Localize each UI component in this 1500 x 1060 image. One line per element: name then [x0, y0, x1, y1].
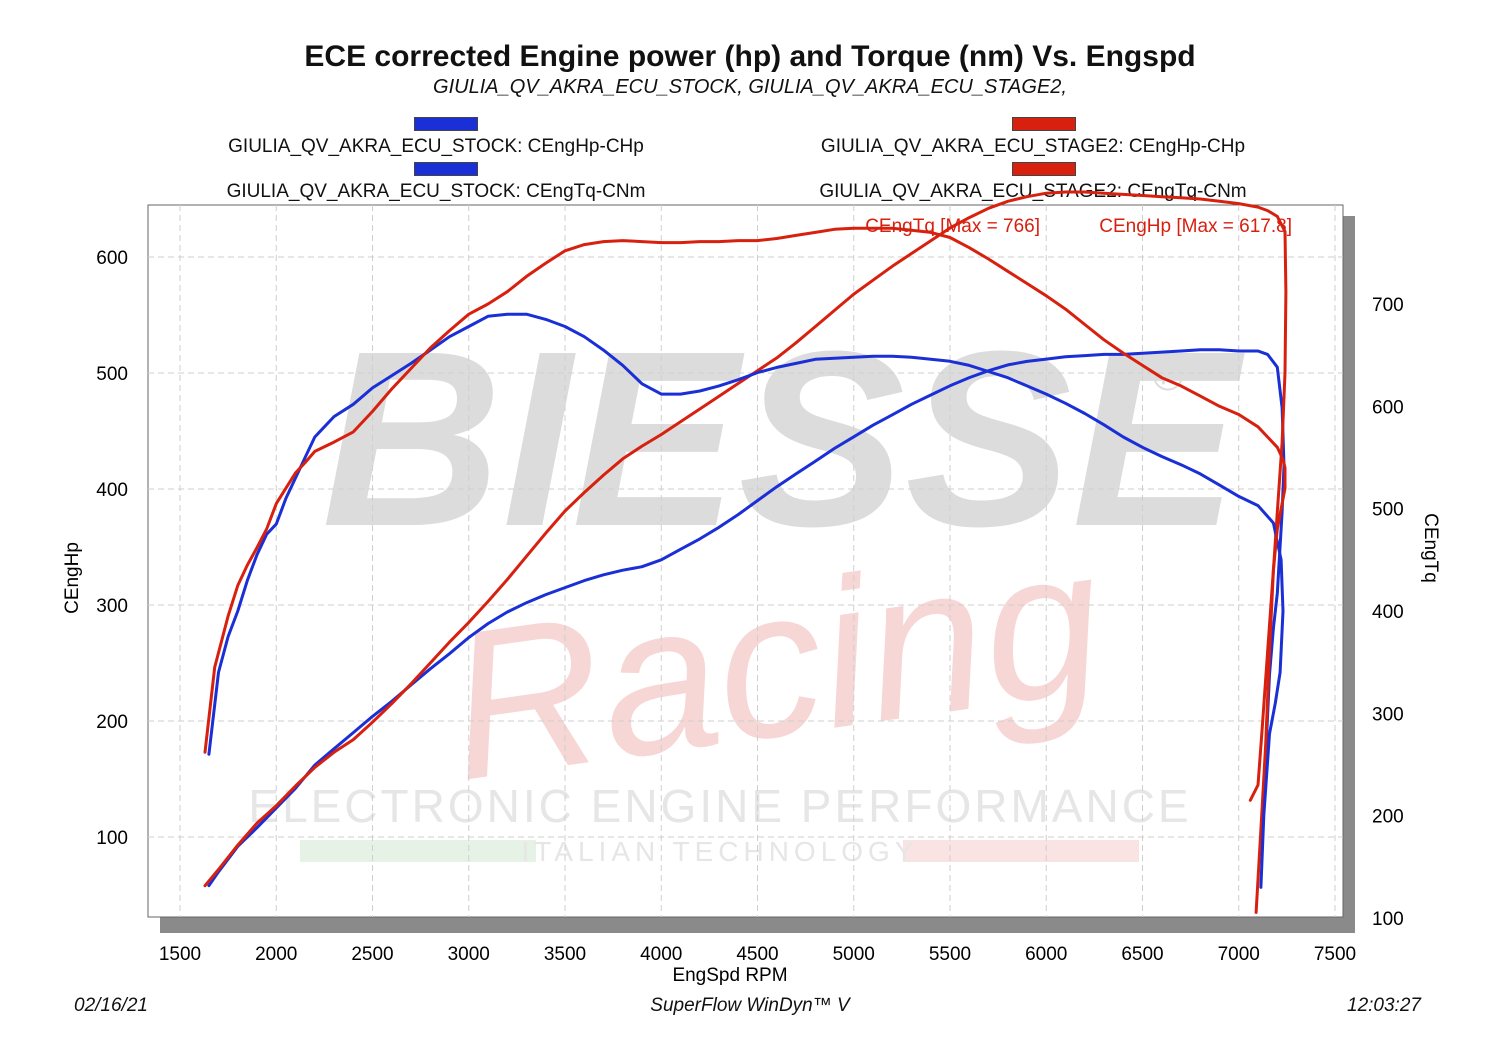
watermark-line2: ITALIAN TECHNOLOGY — [521, 836, 918, 867]
left-tick-label: 400 — [96, 480, 128, 501]
legend-label-stage2-hp: GIULIA_QV_AKRA_ECU_STAGE2: CEngHp-CHp — [820, 136, 1246, 157]
legend-swatch-stock-tq — [414, 162, 478, 176]
footer-software: SuperFlow WinDyn™ V — [650, 995, 850, 1016]
series-lines — [203, 190, 1288, 914]
right-tick-label: 200 — [1372, 807, 1404, 828]
series-line-stage2-hp — [203, 190, 1288, 914]
series-line-stock-tq — [207, 312, 1285, 889]
watermark-brand: BIESSE — [322, 299, 1245, 578]
x-axis-label: EngSpd RPM — [672, 965, 787, 986]
x-tick-label: 1500 — [159, 944, 201, 965]
watermark-red-bar — [903, 840, 1139, 862]
right-tick-label: 600 — [1372, 397, 1404, 418]
x-tick-label: 2000 — [255, 944, 297, 965]
footer-date: 02/16/21 — [74, 995, 148, 1016]
legend-swatch-stage2-tq — [1012, 162, 1076, 176]
right-tick-label: 700 — [1372, 295, 1404, 316]
x-tick-label: 7500 — [1314, 944, 1356, 965]
legend-swatch-stock-hp — [414, 117, 478, 131]
left-axis-label: CEngHp — [62, 542, 83, 614]
left-tick-label: 300 — [96, 596, 128, 617]
left-tick-label: 200 — [96, 712, 128, 733]
left-tick-label: 100 — [96, 828, 128, 849]
plot-area — [147, 204, 1344, 918]
annotation-tq-max: CEngTq [Max = 766] — [865, 216, 1040, 237]
grid — [148, 205, 1343, 917]
left-tick-label: 600 — [96, 248, 128, 269]
watermark-line1: ELECTRONIC ENGINE PERFORMANCE — [248, 780, 1191, 832]
footer-time: 12:03:27 — [1347, 995, 1421, 1016]
x-tick-label: 3000 — [448, 944, 490, 965]
right-axis-ticks: 100 200 300 400 500 600 700 — [1372, 295, 1404, 930]
legend-label-stock-hp: GIULIA_QV_AKRA_ECU_STOCK: CEngHp-CHp — [228, 136, 644, 157]
right-tick-label: 400 — [1372, 602, 1404, 623]
x-tick-label: 3500 — [544, 944, 586, 965]
x-tick-label: 7000 — [1218, 944, 1260, 965]
x-tick-label: 6000 — [1025, 944, 1067, 965]
x-tick-label: 4500 — [736, 944, 778, 965]
right-tick-label: 300 — [1372, 704, 1404, 725]
x-tick-label: 5000 — [833, 944, 875, 965]
x-tick-label: 6500 — [1121, 944, 1163, 965]
watermark-green-bar — [300, 840, 536, 862]
x-tick-label: 2500 — [351, 944, 393, 965]
chart-subtitle: GIULIA_QV_AKRA_ECU_STOCK, GIULIA_QV_AKRA… — [433, 76, 1067, 98]
series-line-stage2-tq — [203, 226, 1287, 802]
x-tick-label: 5500 — [929, 944, 971, 965]
left-axis-ticks: 100 200 300 400 500 600 — [96, 248, 128, 849]
x-tick-label: 4000 — [640, 944, 682, 965]
right-axis-label: CEngTq — [1420, 513, 1441, 583]
legend-swatch-stage2-hp — [1012, 117, 1076, 131]
legend-label-stock-tq: GIULIA_QV_AKRA_ECU_STOCK: CEngTq-CNm — [226, 181, 646, 202]
right-tick-label: 500 — [1372, 500, 1404, 521]
left-tick-label: 500 — [96, 364, 128, 385]
right-tick-label: 100 — [1372, 909, 1404, 930]
chart-title: ECE corrected Engine power (hp) and Torq… — [304, 40, 1196, 73]
annotation-hp-max: CEngHp [Max = 617.8] — [1099, 216, 1292, 237]
x-axis-ticks: 1500 2000 2500 3000 3500 4000 4500 5000 5500 6000… — [159, 944, 1356, 965]
